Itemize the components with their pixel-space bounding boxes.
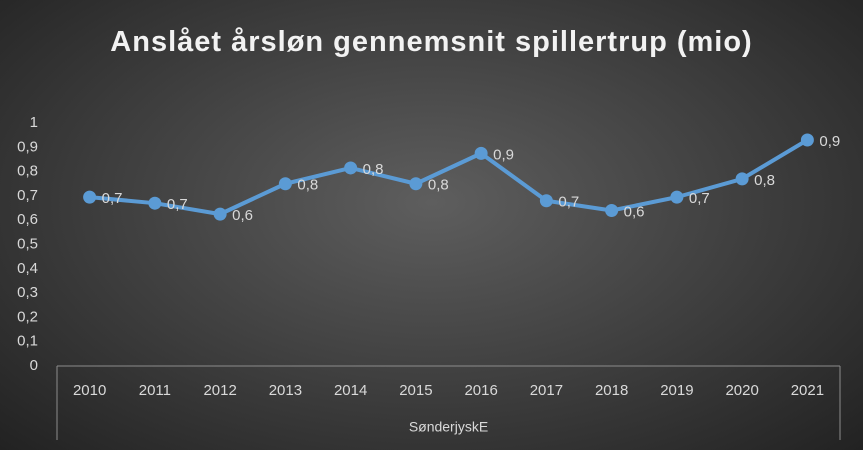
y-tick-label: 0,8 — [17, 163, 38, 180]
marker — [474, 146, 488, 160]
data-label: 0,8 — [754, 172, 775, 189]
x-tick-label: 2011 — [139, 382, 171, 399]
y-tick-label: 0,3 — [17, 284, 38, 301]
marker — [539, 194, 553, 208]
x-tick-label: 2013 — [269, 382, 302, 399]
x-tick-label: 2014 — [334, 382, 367, 399]
data-label: 0,7 — [102, 190, 123, 207]
x-tick-label: 2019 — [660, 382, 693, 399]
y-tick-label: 0,1 — [17, 333, 38, 350]
x-tick-label: 2017 — [530, 382, 563, 399]
data-label: 0,7 — [167, 196, 188, 213]
x-tick-label: 2016 — [464, 382, 497, 399]
marker — [800, 133, 814, 147]
data-label: 0,7 — [689, 190, 710, 207]
y-tick-label: 0,9 — [17, 138, 38, 155]
y-tick-label: 0,6 — [17, 211, 38, 228]
y-tick-label: 0,4 — [17, 260, 38, 277]
data-label: 0,8 — [363, 161, 384, 178]
marker — [605, 203, 619, 217]
x-tick-label: 2018 — [595, 382, 628, 399]
y-tick-label: 0,7 — [17, 187, 38, 204]
data-label: 0,9 — [819, 133, 840, 150]
marker — [213, 207, 227, 221]
y-tick-label: 0,2 — [17, 308, 38, 325]
data-label: 0,6 — [232, 207, 253, 224]
x-tick-label: 2010 — [73, 382, 106, 399]
marker — [735, 172, 749, 186]
x-tick-label: 2015 — [399, 382, 432, 399]
data-label: 0,7 — [558, 194, 579, 211]
x-tick-label: 2020 — [725, 382, 758, 399]
marker — [148, 196, 162, 210]
data-label: 0,8 — [428, 177, 449, 194]
marker — [409, 177, 423, 191]
x-axis-label: SønderjyskE — [409, 419, 488, 435]
data-label: 0,8 — [297, 177, 318, 194]
marker — [344, 161, 358, 175]
y-tick-label: 1 — [30, 114, 38, 131]
marker — [83, 190, 97, 204]
line — [89, 138, 809, 217]
chart-title: Anslået årsløn gennemsnit spillertrup (m… — [110, 26, 753, 58]
marker — [278, 177, 292, 191]
y-tick-label: 0,5 — [17, 235, 38, 252]
marker — [670, 190, 684, 204]
data-label: 0,9 — [493, 146, 514, 163]
y-tick-label: 0 — [30, 357, 38, 374]
data-label: 0,6 — [624, 203, 645, 220]
x-tick-label: 2012 — [203, 382, 236, 399]
x-tick-label: 2021 — [791, 382, 824, 399]
